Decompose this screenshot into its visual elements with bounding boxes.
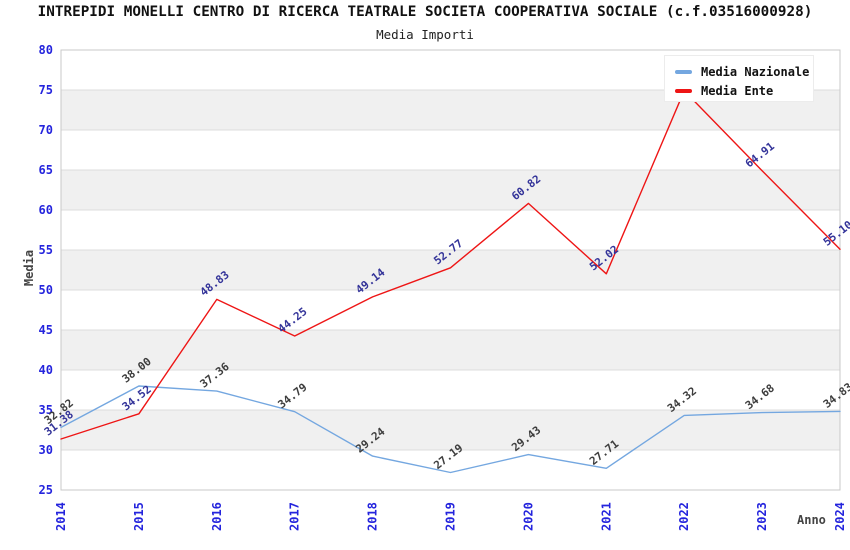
plot-border <box>60 49 841 491</box>
y-tick-label: 75 <box>39 83 53 97</box>
x-tick-label: 2024 <box>833 502 847 531</box>
data-label: 64.91 <box>743 139 777 170</box>
chart-subtitle: Media Importi <box>376 27 474 42</box>
data-label: 34.83 <box>821 380 850 411</box>
plot-gridlines <box>61 89 840 451</box>
x-tick-label: 2021 <box>599 502 613 531</box>
y-tick-label: 60 <box>39 203 53 217</box>
chart-title: INTREPIDI MONELLI CENTRO DI RICERCA TEAT… <box>37 4 813 20</box>
x-axis-ticks: 2014 2015 2016 2017 2018 2019 2020 2021 2022 2023… <box>54 502 847 531</box>
legend-label-media-ente: Media Ente <box>701 83 774 98</box>
y-tick-label: 50 <box>39 283 53 297</box>
legend-item-media-ente: Media Ente <box>675 81 813 100</box>
x-tick-label: 2019 <box>444 502 458 531</box>
series-line-media-nazionale <box>60 385 841 474</box>
y-tick-label: 70 <box>39 123 53 137</box>
x-tick-label: 2015 <box>132 502 146 531</box>
y-tick-label: 55 <box>39 243 53 257</box>
y-tick-label: 40 <box>39 363 53 377</box>
x-tick-label: 2023 <box>755 502 769 531</box>
y-tick-label: 65 <box>39 163 53 177</box>
shaded-band <box>61 410 840 450</box>
x-tick-label: 2017 <box>288 502 302 531</box>
shaded-band <box>61 330 840 370</box>
shaded-band <box>61 170 840 210</box>
data-label: 34.68 <box>743 381 777 412</box>
y-axis-ticks: 80 75 70 65 60 55 50 45 40 35 30 25 <box>39 43 53 497</box>
shaded-band <box>61 250 840 290</box>
legend-item-media-nazionale: Media Nazionale <box>675 62 813 81</box>
x-tick-label: 2018 <box>366 502 380 531</box>
series-lines <box>60 90 841 474</box>
x-tick-label: 2016 <box>210 502 224 531</box>
legend: Media Nazionale Media Ente <box>664 55 814 102</box>
plot-bands <box>61 90 840 450</box>
legend-swatch-media-ente <box>675 88 692 93</box>
x-axis-title: Anno <box>797 513 826 527</box>
series-line-media-ente <box>60 90 841 440</box>
data-label: 34.79 <box>275 381 309 412</box>
x-tick-label: 2014 <box>54 502 68 531</box>
y-tick-label: 45 <box>39 323 53 337</box>
y-tick-label: 80 <box>39 43 53 57</box>
y-tick-label: 25 <box>39 483 53 497</box>
legend-label-media-nazionale: Media Nazionale <box>701 64 810 79</box>
y-tick-label: 35 <box>39 403 53 417</box>
legend-swatch-media-nazionale <box>675 69 692 74</box>
y-tick-label: 30 <box>39 443 53 457</box>
x-tick-label: 2020 <box>521 502 535 531</box>
x-tick-label: 2022 <box>677 502 691 531</box>
